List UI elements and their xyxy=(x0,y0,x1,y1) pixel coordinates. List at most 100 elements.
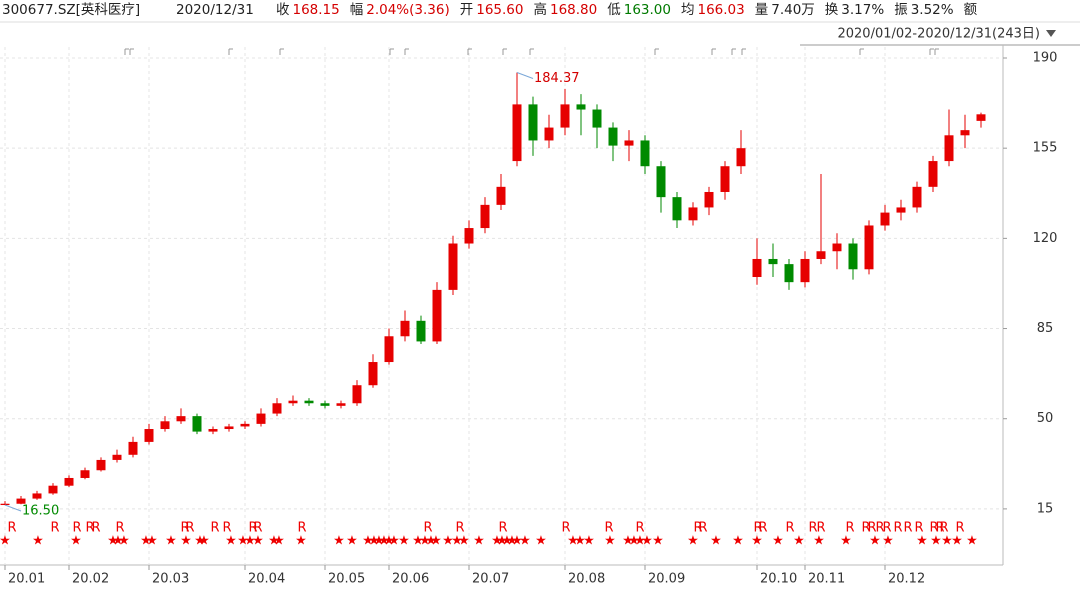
field-value: 7.40万 xyxy=(771,2,815,18)
event-star: ★ xyxy=(346,534,358,549)
candle-body xyxy=(768,258,778,265)
event-star: ★ xyxy=(772,534,784,549)
event-star: ★ xyxy=(793,534,805,549)
candle-body xyxy=(336,403,346,406)
event-star: ★ xyxy=(567,534,579,549)
candle-body xyxy=(32,493,42,499)
event-star: ★ xyxy=(107,534,119,549)
event-r: R xyxy=(561,521,570,536)
event-flag xyxy=(129,48,134,55)
event-star: ★ xyxy=(362,534,374,549)
candle-body xyxy=(656,166,666,198)
candle-body xyxy=(480,204,490,229)
field-label: 均 xyxy=(681,2,695,18)
y-tick-label: 190 xyxy=(1033,51,1058,66)
event-flag xyxy=(228,48,233,55)
event-r: R xyxy=(635,521,644,536)
field-label: 低 xyxy=(607,2,621,18)
candle-body xyxy=(864,225,874,270)
event-star: ★ xyxy=(966,534,978,549)
event-star: ★ xyxy=(398,534,410,549)
event-r: R xyxy=(875,521,884,536)
event-star: ★ xyxy=(491,534,503,549)
x-tick-label: 20.11 xyxy=(808,572,845,587)
y-tick-label: 155 xyxy=(1033,141,1058,156)
event-star: ★ xyxy=(458,534,470,549)
event-flag xyxy=(741,48,746,55)
event-flag xyxy=(502,48,507,55)
candle-body xyxy=(720,166,730,192)
x-tick-label: 20.02 xyxy=(72,572,109,587)
candle-body xyxy=(176,416,186,422)
event-flag xyxy=(279,48,284,55)
event-star: ★ xyxy=(604,534,616,549)
candle-body xyxy=(64,477,74,486)
y-tick-label: 120 xyxy=(1033,231,1058,246)
field-label: 量 xyxy=(755,2,769,18)
event-star: ★ xyxy=(511,534,523,549)
event-r: R xyxy=(253,521,262,536)
event-r: R xyxy=(7,521,16,536)
candle-body xyxy=(960,130,970,136)
event-star: ★ xyxy=(32,534,44,549)
event-star: ★ xyxy=(496,534,508,549)
event-r: R xyxy=(91,521,100,536)
candle-body xyxy=(832,243,842,252)
event-star: ★ xyxy=(430,534,442,549)
annotation-leader xyxy=(4,504,22,512)
event-flag xyxy=(859,48,864,55)
field-value: 165.60 xyxy=(476,2,523,18)
event-star: ★ xyxy=(951,534,963,549)
quote-date: 2020/12/31 xyxy=(176,2,254,18)
event-star: ★ xyxy=(519,534,531,549)
event-star: ★ xyxy=(652,534,664,549)
event-r: R xyxy=(914,521,923,536)
event-star: ★ xyxy=(268,534,280,549)
event-r: R xyxy=(115,521,124,536)
candle-body xyxy=(112,454,122,460)
candle-body xyxy=(48,485,58,494)
event-r: R xyxy=(210,521,219,536)
event-flag xyxy=(529,48,534,55)
event-star: ★ xyxy=(244,534,256,549)
event-r: R xyxy=(939,521,948,536)
event-r: R xyxy=(867,521,876,536)
event-flag xyxy=(467,48,472,55)
candle-body xyxy=(800,258,810,283)
candle-body xyxy=(512,104,522,162)
event-r: R xyxy=(758,521,767,536)
event-star: ★ xyxy=(412,534,424,549)
field-label: 额 xyxy=(964,2,978,18)
event-r: R xyxy=(845,521,854,536)
candle-body xyxy=(16,498,26,504)
range-dropdown[interactable] xyxy=(1046,30,1056,37)
event-star: ★ xyxy=(112,534,124,549)
event-flag xyxy=(929,48,934,55)
event-r: R xyxy=(893,521,902,536)
annotation-leader xyxy=(516,72,534,79)
event-r: R xyxy=(498,521,507,536)
event-star: ★ xyxy=(813,534,825,549)
event-star: ★ xyxy=(941,534,953,549)
event-star: ★ xyxy=(451,534,463,549)
event-star: ★ xyxy=(368,534,380,549)
x-tick-label: 20.04 xyxy=(248,572,285,587)
field-label: 换 xyxy=(825,2,839,18)
candle-body xyxy=(240,423,250,427)
event-r: R xyxy=(882,521,891,536)
field-value: 2.04%(3.36) xyxy=(366,2,449,18)
candle-body xyxy=(80,470,90,478)
field-value: 168.80 xyxy=(550,2,597,18)
field-label: 开 xyxy=(460,2,474,18)
candle-body xyxy=(496,186,506,205)
event-star: ★ xyxy=(869,534,881,549)
event-star: ★ xyxy=(333,534,345,549)
candle-body xyxy=(640,140,650,167)
event-star: ★ xyxy=(574,534,586,549)
event-r: R xyxy=(85,521,94,536)
event-star: ★ xyxy=(425,534,437,549)
range-label[interactable]: 2020/01/02-2020/12/31(243日) xyxy=(837,27,1040,42)
candle-body xyxy=(96,459,106,471)
event-star: ★ xyxy=(628,534,640,549)
